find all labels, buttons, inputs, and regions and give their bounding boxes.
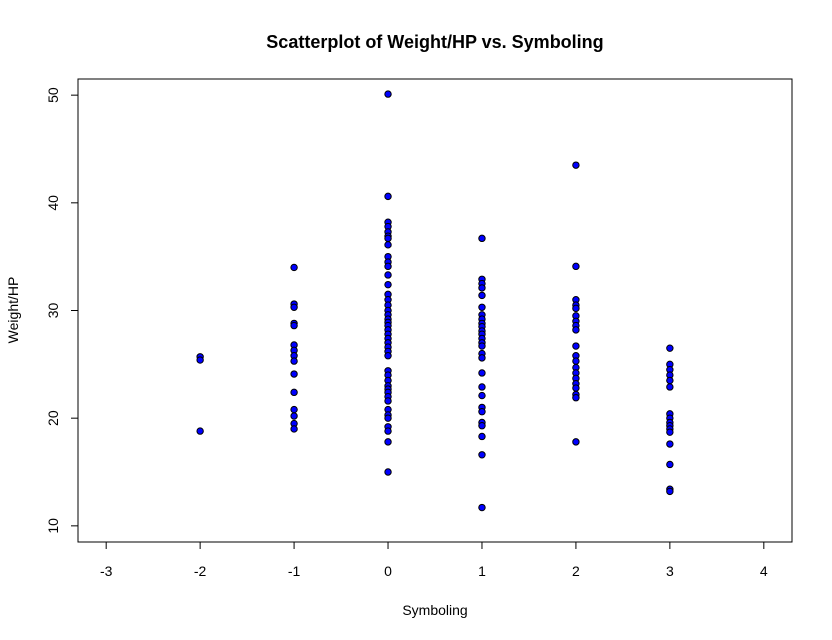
x-tick-label: 0 (384, 563, 392, 579)
y-tick-label: 50 (45, 87, 61, 103)
data-point (478, 342, 486, 350)
data-point (478, 284, 486, 292)
data-point (478, 303, 486, 311)
data-point (478, 422, 486, 430)
data-point (290, 412, 298, 420)
x-tick-label: 4 (760, 563, 768, 579)
x-tick-label: -3 (100, 563, 113, 579)
data-point (384, 241, 392, 249)
data-point (384, 192, 392, 201)
data-point (572, 357, 580, 365)
data-point (572, 161, 580, 169)
data-point (666, 460, 674, 469)
data-point (572, 326, 580, 334)
data-point (572, 262, 580, 271)
x-tick-label: 1 (478, 563, 486, 579)
data-point (290, 303, 298, 311)
data-point (290, 357, 298, 365)
x-tick-label: 3 (666, 563, 674, 579)
data-point (478, 291, 486, 300)
data-point (384, 414, 392, 422)
y-tick-label: 40 (45, 195, 61, 211)
data-points (196, 90, 674, 512)
data-point (478, 451, 486, 459)
data-point (478, 432, 486, 441)
data-point (290, 263, 298, 272)
x-axis-label: Symboling (402, 602, 467, 618)
data-point (572, 342, 580, 350)
data-point (384, 352, 392, 360)
data-point (384, 234, 392, 243)
data-point (572, 438, 580, 446)
y-axis: 10 20 30 40 50 (45, 87, 79, 534)
data-point (666, 376, 674, 385)
y-tick-label: 10 (45, 518, 61, 534)
data-point (290, 388, 298, 397)
data-point (666, 440, 674, 448)
chart-title: Scatterplot of Weight/HP vs. Symboling (266, 32, 603, 52)
x-tick-label: 2 (572, 563, 580, 579)
x-axis: -3 -2 -1 0 1 2 3 4 (100, 541, 768, 579)
data-point (478, 354, 486, 362)
data-point (572, 304, 580, 313)
y-axis-label: Weight/HP (5, 277, 21, 344)
y-tick-label: 30 (45, 303, 61, 319)
x-tick-label: -1 (288, 563, 301, 579)
data-point (666, 344, 674, 352)
data-point (478, 391, 486, 400)
data-point (572, 384, 580, 392)
data-point (478, 408, 486, 416)
data-point (478, 383, 486, 391)
data-point (384, 468, 392, 476)
x-tick-label: -2 (194, 563, 207, 579)
data-point (384, 90, 392, 98)
data-point (290, 321, 298, 330)
data-point (478, 369, 486, 377)
data-point (384, 262, 392, 271)
data-point (478, 503, 486, 512)
data-point (384, 271, 392, 279)
data-point (384, 427, 392, 435)
data-point (290, 425, 298, 433)
data-point (666, 487, 674, 496)
y-tick-label: 20 (45, 410, 61, 426)
data-point (572, 394, 580, 402)
data-point (384, 397, 392, 405)
data-point (384, 280, 392, 289)
data-point (196, 356, 204, 364)
data-point (666, 428, 674, 436)
data-point (478, 234, 486, 243)
data-point (290, 405, 298, 414)
data-point (384, 438, 392, 446)
data-point (666, 383, 674, 391)
data-point (290, 370, 298, 378)
data-point (196, 427, 204, 435)
